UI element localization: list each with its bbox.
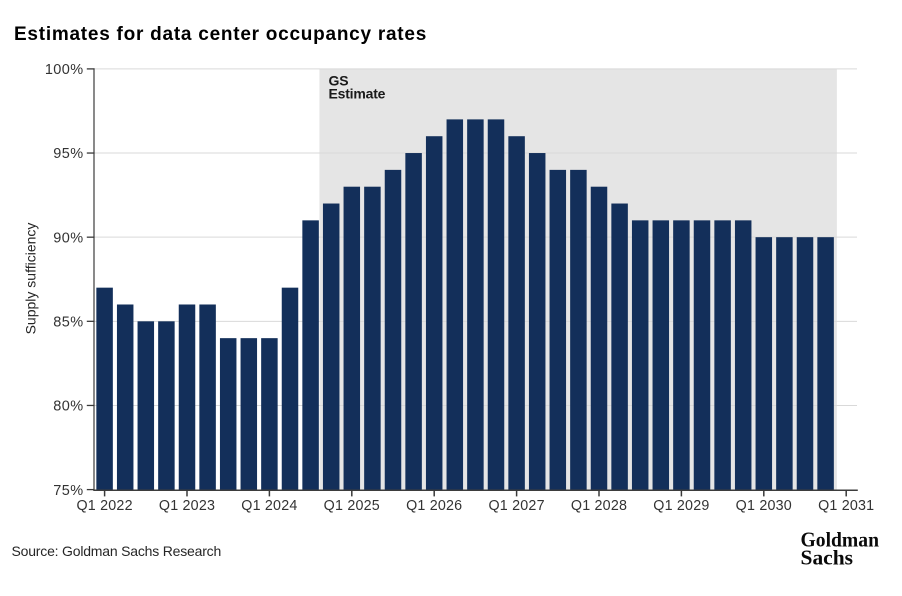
svg-text:GS: GS (329, 73, 349, 89)
svg-text:Q1 2027: Q1 2027 (488, 498, 544, 514)
svg-text:Goldman: Goldman (801, 527, 880, 551)
svg-text:75%: 75% (53, 483, 83, 499)
svg-text:Q1 2025: Q1 2025 (324, 498, 380, 514)
svg-text:100%: 100% (45, 62, 84, 78)
svg-text:95%: 95% (53, 146, 83, 162)
svg-text:Q1 2024: Q1 2024 (241, 498, 297, 514)
svg-text:Supply sufficiency: Supply sufficiency (23, 223, 39, 335)
svg-text:Estimate: Estimate (329, 85, 386, 101)
svg-text:Q1 2022: Q1 2022 (76, 498, 132, 514)
svg-text:Q1 2028: Q1 2028 (571, 498, 627, 514)
svg-text:Q1 2030: Q1 2030 (736, 498, 792, 514)
svg-text:Sachs: Sachs (801, 546, 854, 570)
svg-text:Q1 2031: Q1 2031 (818, 498, 874, 514)
svg-text:80%: 80% (53, 399, 83, 415)
svg-text:Q1 2023: Q1 2023 (159, 498, 215, 514)
svg-text:90%: 90% (53, 230, 83, 246)
svg-text:85%: 85% (53, 315, 83, 331)
svg-text:Q1 2026: Q1 2026 (406, 498, 462, 514)
svg-text:Q1 2029: Q1 2029 (653, 498, 709, 514)
